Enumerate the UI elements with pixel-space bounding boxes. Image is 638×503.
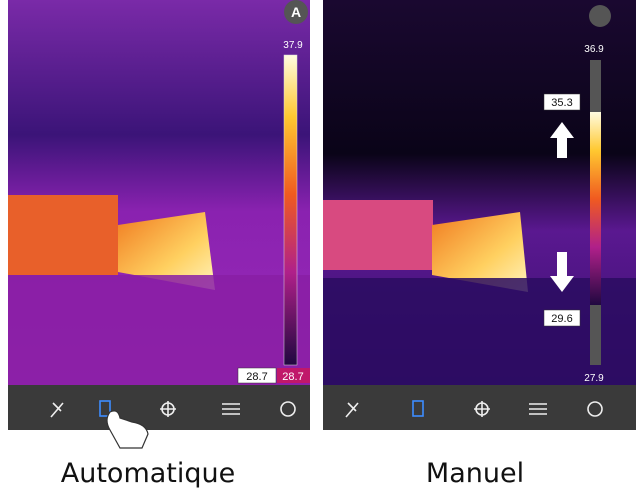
caption: Automatique xyxy=(61,458,236,489)
scale-min: 28.7 xyxy=(282,371,303,383)
caption: Manuel xyxy=(426,458,524,489)
color-bar xyxy=(590,112,601,305)
upper-box[interactable] xyxy=(543,93,581,111)
scale-min-box: 28.7 xyxy=(246,371,267,383)
warm-wall xyxy=(8,195,118,275)
range-below xyxy=(590,305,601,365)
touch-icon[interactable] xyxy=(589,5,611,27)
min-box xyxy=(237,367,277,384)
upper-limit: 35.3 xyxy=(551,97,572,109)
toolbar-icons[interactable] xyxy=(50,400,296,418)
hot-wall xyxy=(432,212,528,292)
ground xyxy=(8,275,310,385)
warm-wall xyxy=(323,200,433,270)
arrow-up xyxy=(550,122,574,158)
mode-badge-text: A xyxy=(291,4,301,20)
arrow-down xyxy=(550,252,574,292)
mode-badge[interactable] xyxy=(284,0,308,24)
hot-wall xyxy=(118,212,215,290)
ground xyxy=(323,278,636,385)
lower-limit: 29.6 xyxy=(551,313,572,325)
hand-cursor xyxy=(106,410,149,449)
toolbar-icons[interactable] xyxy=(345,400,603,418)
scale-min: 27.9 xyxy=(584,373,604,384)
toolbar xyxy=(323,385,636,430)
lower-box[interactable] xyxy=(543,309,581,327)
color-bar xyxy=(283,54,298,366)
toolbar xyxy=(8,385,310,430)
panel-auto: A 37.9 28.7 28.7 xyxy=(8,0,310,449)
scale-max: 36.9 xyxy=(584,44,604,55)
scale-max: 37.9 xyxy=(283,40,303,51)
range-above xyxy=(590,60,601,112)
min-tag xyxy=(277,368,310,383)
panel-manual: 36.9 35.3 29.6 27.9 xyxy=(323,0,636,430)
